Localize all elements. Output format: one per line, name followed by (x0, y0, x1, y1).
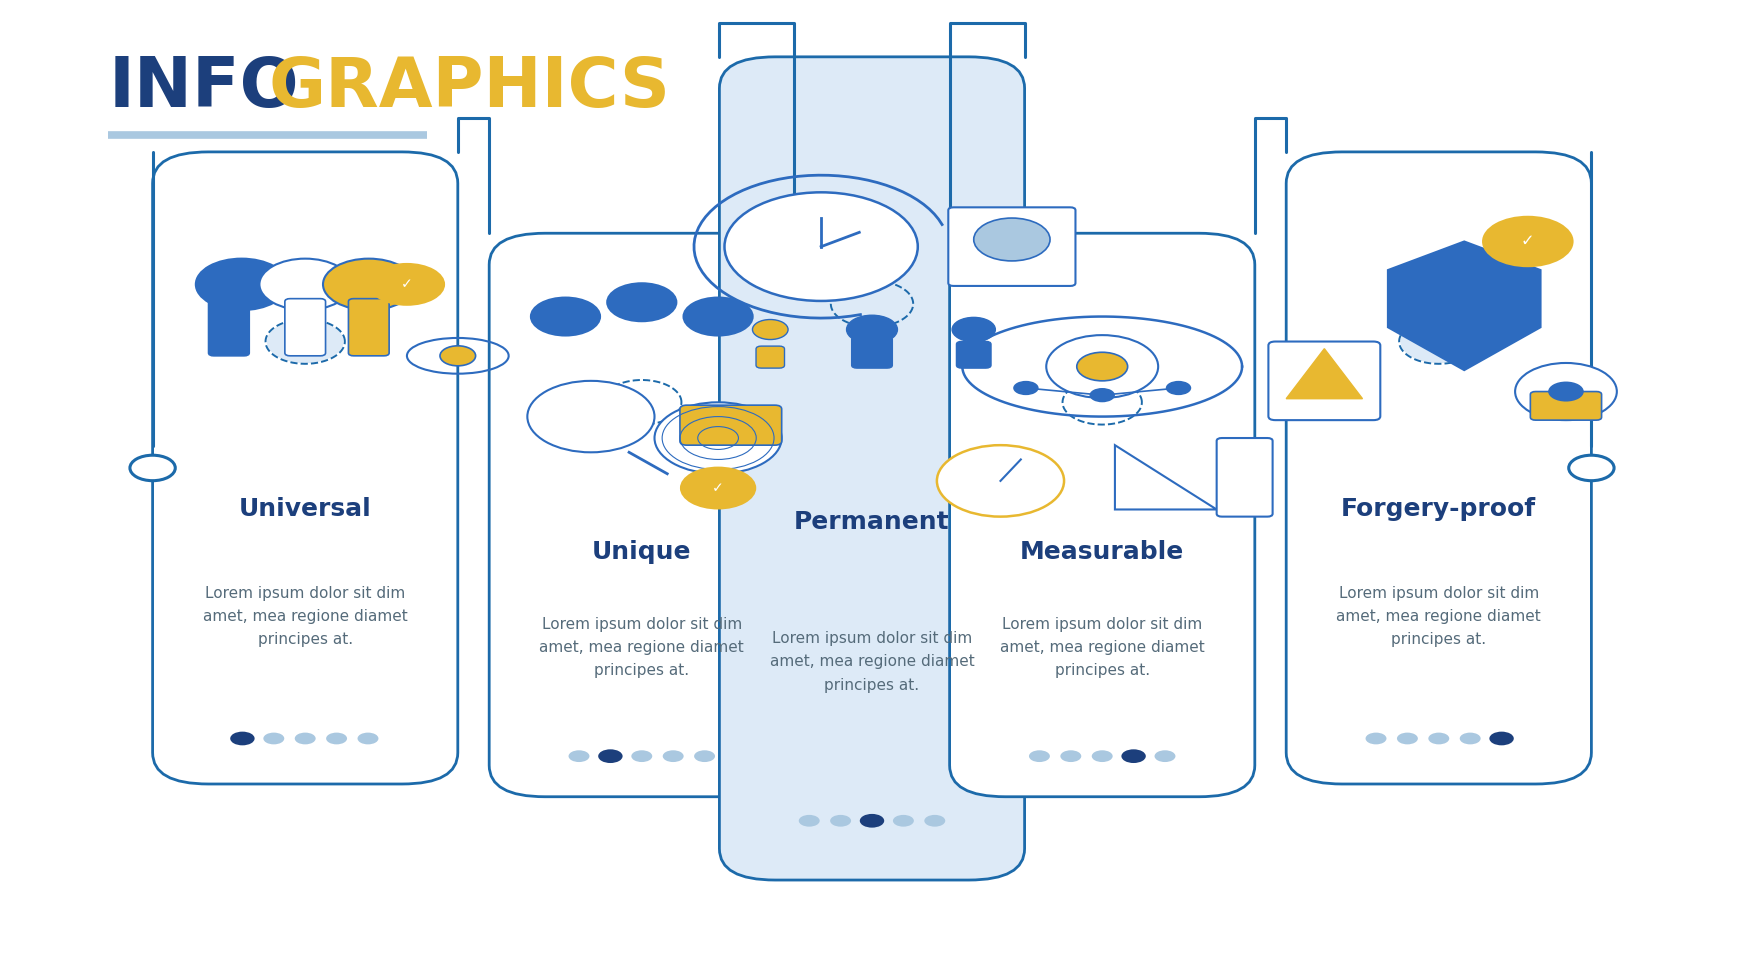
Circle shape (267, 319, 344, 364)
Circle shape (263, 733, 284, 745)
Text: Unique: Unique (591, 540, 692, 563)
Circle shape (1489, 732, 1514, 746)
Circle shape (1155, 751, 1175, 762)
Circle shape (682, 297, 753, 336)
Circle shape (1570, 455, 1615, 481)
Circle shape (439, 346, 476, 366)
Circle shape (724, 192, 917, 301)
Polygon shape (1388, 241, 1540, 370)
FancyBboxPatch shape (153, 152, 457, 784)
Text: Lorem ipsum dolor sit dim
amet, mea regione diamet
principes at.: Lorem ipsum dolor sit dim amet, mea regi… (769, 631, 975, 693)
Text: Permanent: Permanent (794, 510, 950, 534)
Circle shape (799, 815, 820, 827)
FancyBboxPatch shape (1268, 342, 1380, 420)
Circle shape (1549, 381, 1584, 402)
Circle shape (326, 733, 347, 745)
Circle shape (1366, 733, 1386, 745)
Text: GRAPHICS: GRAPHICS (269, 54, 671, 121)
Polygon shape (1114, 445, 1217, 510)
Circle shape (1397, 733, 1418, 745)
Text: Lorem ipsum dolor sit dim
amet, mea regione diamet
principes at.: Lorem ipsum dolor sit dim amet, mea regi… (202, 586, 408, 648)
Circle shape (952, 318, 996, 342)
Circle shape (230, 732, 255, 746)
Circle shape (937, 445, 1064, 516)
Text: Forgery-proof: Forgery-proof (1341, 497, 1536, 521)
Circle shape (1428, 733, 1449, 745)
Circle shape (654, 403, 781, 473)
Circle shape (1076, 352, 1128, 381)
Text: Lorem ipsum dolor sit dim
amet, mea regione diamet
principes at.: Lorem ipsum dolor sit dim amet, mea regi… (999, 616, 1205, 678)
Circle shape (131, 455, 174, 481)
FancyBboxPatch shape (1285, 152, 1591, 784)
FancyBboxPatch shape (209, 299, 249, 356)
Circle shape (527, 381, 654, 453)
Circle shape (846, 316, 898, 344)
Text: Universal: Universal (239, 497, 371, 521)
FancyBboxPatch shape (680, 405, 781, 445)
Circle shape (368, 263, 445, 306)
Circle shape (1046, 335, 1158, 398)
Circle shape (569, 751, 589, 762)
FancyBboxPatch shape (349, 299, 389, 356)
Circle shape (1060, 751, 1081, 762)
Text: INFO: INFO (108, 54, 298, 121)
Circle shape (1090, 388, 1114, 403)
Circle shape (1460, 733, 1481, 745)
Circle shape (663, 751, 684, 762)
Circle shape (1516, 363, 1617, 420)
Circle shape (607, 282, 677, 322)
Circle shape (530, 297, 602, 336)
FancyBboxPatch shape (949, 208, 1076, 286)
Circle shape (1165, 381, 1191, 395)
Circle shape (1092, 751, 1113, 762)
Text: ✓: ✓ (712, 481, 724, 495)
Circle shape (1400, 319, 1477, 364)
Circle shape (1482, 216, 1573, 268)
Circle shape (598, 750, 623, 763)
Text: Lorem ipsum dolor sit dim
amet, mea regione diamet
principes at.: Lorem ipsum dolor sit dim amet, mea regi… (539, 616, 745, 678)
Circle shape (924, 815, 945, 827)
FancyBboxPatch shape (1217, 438, 1273, 516)
Circle shape (260, 259, 351, 310)
Circle shape (832, 281, 912, 326)
FancyBboxPatch shape (757, 346, 785, 368)
FancyBboxPatch shape (956, 341, 991, 368)
FancyBboxPatch shape (1531, 392, 1601, 420)
FancyBboxPatch shape (851, 337, 893, 368)
Circle shape (680, 466, 757, 510)
Polygon shape (1285, 349, 1362, 399)
FancyBboxPatch shape (949, 233, 1256, 797)
Circle shape (860, 814, 884, 828)
FancyBboxPatch shape (719, 57, 1024, 880)
Circle shape (603, 380, 680, 424)
Circle shape (358, 733, 378, 745)
Circle shape (1029, 751, 1050, 762)
Circle shape (694, 751, 715, 762)
FancyBboxPatch shape (488, 233, 794, 797)
Circle shape (1013, 381, 1039, 395)
Circle shape (973, 219, 1050, 261)
Text: Measurable: Measurable (1020, 540, 1184, 563)
Circle shape (295, 733, 316, 745)
Circle shape (1064, 380, 1141, 424)
Circle shape (323, 259, 415, 310)
Text: ✓: ✓ (1521, 234, 1535, 249)
Text: ✓: ✓ (401, 277, 413, 291)
Circle shape (1121, 750, 1146, 763)
Circle shape (195, 259, 288, 310)
Circle shape (830, 815, 851, 827)
Text: Lorem ipsum dolor sit dim
amet, mea regione diamet
principes at.: Lorem ipsum dolor sit dim amet, mea regi… (1336, 586, 1542, 648)
Circle shape (893, 815, 914, 827)
Circle shape (631, 751, 652, 762)
Circle shape (752, 319, 788, 339)
FancyBboxPatch shape (284, 299, 326, 356)
